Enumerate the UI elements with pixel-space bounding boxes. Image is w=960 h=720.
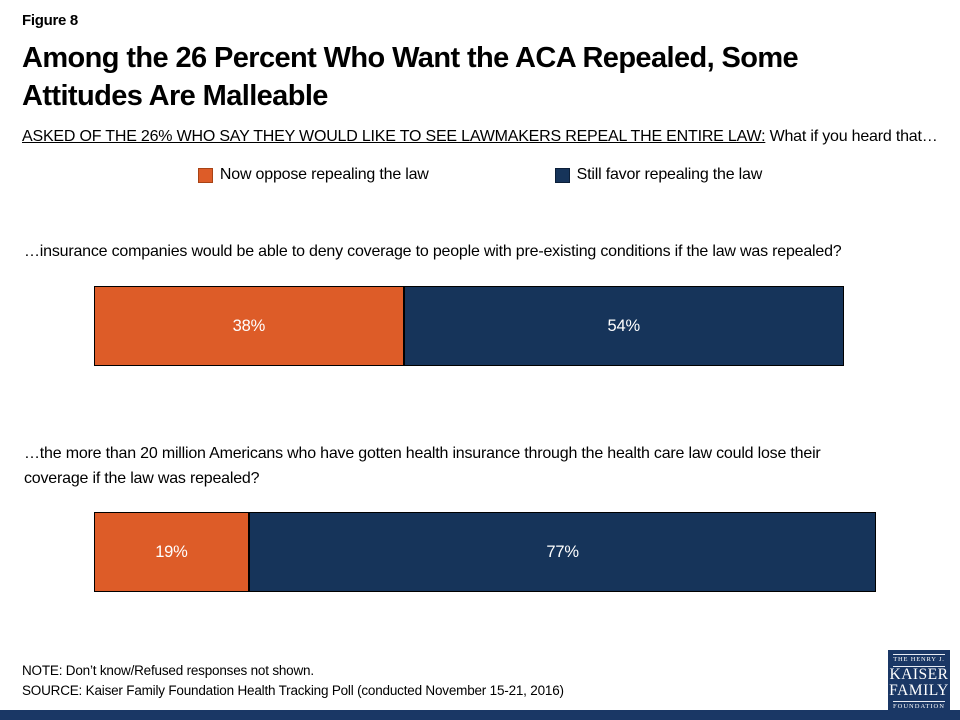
legend-label-favor: Still favor repealing the law	[576, 166, 763, 183]
bar-segment-oppose: 38%	[94, 286, 404, 366]
legend-item-favor: Still favor repealing the law	[554, 166, 763, 184]
legend-item-oppose: Now oppose repealing the law	[197, 166, 429, 184]
logo-line-the-henry-j: THE HENRY J.	[893, 656, 945, 663]
legend: Now oppose repealing the law Still favor…	[0, 166, 960, 184]
bar-segment-favor: 77%	[248, 512, 877, 592]
segment-value-label: 54%	[607, 316, 641, 335]
stacked-bar-2: 19% 77%	[94, 512, 909, 592]
bar-segment-oppose: 19%	[94, 512, 249, 592]
logo-line-kaiser: KAISER	[889, 665, 949, 683]
bar-segment-favor: 54%	[403, 286, 844, 366]
figure-label: Figure 8	[22, 12, 78, 29]
subtitle-asked-of-text: ASKED OF THE 26% WHO SAY THEY WOULD LIKE…	[22, 128, 766, 145]
legend-swatch-oppose-icon	[197, 167, 213, 183]
logo-line-family: FAMILY	[889, 681, 949, 699]
bottom-accent-bar	[0, 710, 960, 720]
segment-value-label: 38%	[232, 316, 266, 335]
legend-swatch-favor-icon	[554, 167, 570, 183]
logo-divider	[893, 665, 945, 667]
question-text-1: …insurance companies would be able to de…	[24, 243, 842, 260]
logo-line-foundation: FOUNDATION	[893, 703, 945, 711]
logo-divider	[893, 654, 945, 655]
stacked-bar-1: 38% 54%	[94, 286, 909, 366]
legend-label-oppose: Now oppose repealing the law	[219, 166, 429, 183]
segment-value-label: 19%	[155, 542, 188, 561]
kff-foundation-logo: THE HENRY J. KAISER FAMILY FOUNDATION	[888, 650, 950, 714]
source-text: SOURCE: Kaiser Family Foundation Health …	[22, 683, 564, 698]
question-text-2: …the more than 20 million Americans who …	[24, 445, 821, 487]
subtitle: ASKED OF THE 26% WHO SAY THEY WOULD LIKE…	[22, 128, 942, 146]
logo-divider	[893, 701, 945, 703]
note-text: NOTE: Don’t know/Refused responses not s…	[22, 663, 314, 678]
page-title: Among the 26 Percent Who Want the ACA Re…	[22, 42, 799, 112]
subtitle-rest-text: What if you heard that…	[765, 128, 938, 145]
segment-value-label: 77%	[546, 542, 579, 561]
